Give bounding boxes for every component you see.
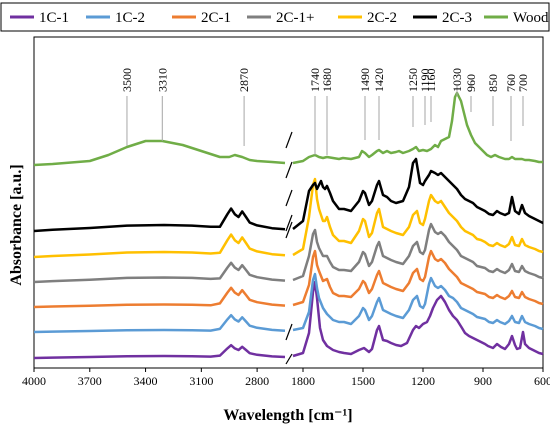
series-line-1C-2-high	[33, 313, 286, 334]
x-tick-label-3700: 3700	[78, 374, 102, 388]
legend: 1C-1 1C-2 2C-1 2C-1+ 2C-2 2C-3 Wood	[0, 2, 550, 32]
x-tick-label-4000: 4000	[22, 374, 46, 388]
x-tick-label-2800: 2800	[245, 374, 269, 388]
peak-label-1190: 1190	[418, 68, 432, 92]
legend-label-1C-2: 1C-2	[115, 10, 145, 26]
peak-label-760: 760	[504, 74, 518, 92]
series-line-2C-1+-low	[292, 222, 544, 282]
x-tick-label-1800: 1800	[291, 374, 315, 388]
x-tick-label-600: 600	[534, 374, 550, 388]
axis-break-mark	[285, 323, 293, 341]
peak-label-700: 700	[516, 74, 530, 92]
axis-break-mark	[285, 131, 293, 149]
axis-break-mark	[285, 189, 293, 207]
plot-frame	[33, 36, 544, 369]
plot-area	[33, 36, 544, 369]
axis-break-mark	[285, 214, 293, 232]
peak-label-3500: 3500	[120, 68, 134, 92]
peak-label-2870: 2870	[237, 68, 251, 92]
series-line-2C-2-low	[292, 177, 544, 257]
legend-label-2C-1+: 2C-1+	[276, 10, 314, 26]
series-line-1C-2-low	[292, 272, 544, 332]
x-tick-label-1200: 1200	[411, 374, 435, 388]
peak-label-850: 850	[486, 74, 500, 92]
x-tick-label-1500: 1500	[351, 374, 375, 388]
peak-label-1250: 1250	[406, 68, 420, 92]
legend-label-Wood: Wood	[513, 10, 549, 26]
peak-label-3310: 3310	[155, 68, 169, 92]
x-tick-label-3400: 3400	[134, 374, 158, 388]
x-axis: 4000 3700 3400 3100 2800 1800 1500 1200 900 600	[22, 368, 550, 388]
legend-label-1C-1: 1C-1	[39, 10, 69, 26]
series-line-2C-3-low	[292, 157, 544, 230]
series-line-Wood-high	[33, 139, 286, 167]
series-line-Wood-low	[292, 91, 543, 165]
axis-break-mark	[285, 353, 293, 365]
peak-label-1680: 1680	[320, 68, 334, 92]
legend-label-2C-3: 2C-3	[442, 10, 472, 26]
series-line-2C-1-low	[292, 249, 544, 307]
legend-label-2C-2: 2C-2	[367, 10, 397, 26]
axis-break-mark	[285, 161, 293, 179]
x-axis-title: Wavelength [cm⁻¹]	[223, 407, 352, 424]
series-line-2C-1+-high	[33, 261, 286, 284]
peak-label-1420: 1420	[372, 68, 386, 92]
axis-break-mark	[285, 221, 293, 239]
series-line-2C-3-high	[33, 207, 286, 233]
peak-label-960: 960	[464, 74, 478, 92]
peak-label-1030: 1030	[450, 68, 464, 92]
series-line-1C-1-low	[292, 280, 544, 358]
y-axis-title: Absorbance [a.u.]	[8, 164, 25, 285]
x-tick-label-900: 900	[474, 374, 492, 388]
peak-label-1490: 1490	[358, 68, 372, 92]
series-line-1C-1-high	[33, 343, 286, 360]
legend-label-2C-1: 2C-1	[201, 10, 231, 26]
x-tick-label-3100: 3100	[189, 374, 213, 388]
series-line-2C-2-high	[33, 233, 286, 259]
peak-label-1740: 1740	[308, 68, 322, 92]
peak-label-1160: 1160	[424, 68, 438, 92]
series-line-2C-1-high	[33, 286, 286, 309]
